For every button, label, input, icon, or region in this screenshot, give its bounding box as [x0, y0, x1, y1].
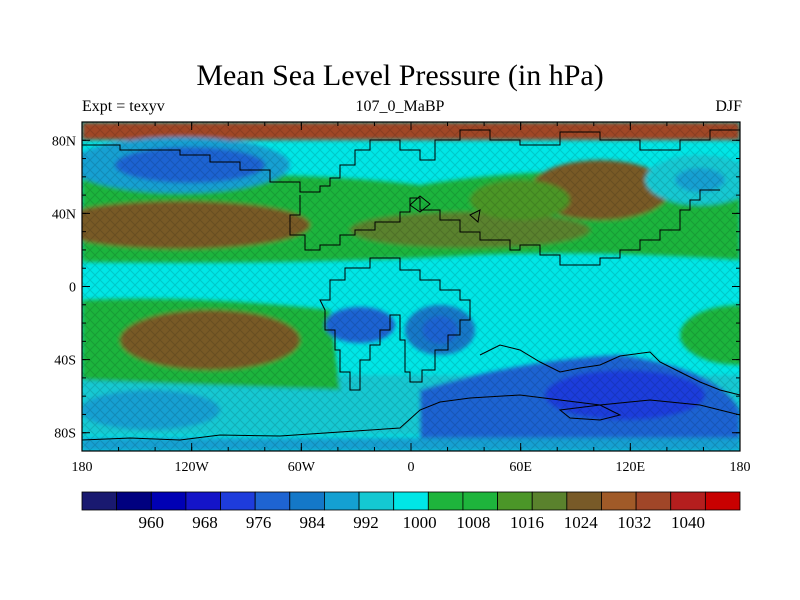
colorbar-swatch	[393, 491, 429, 511]
colorbar-swatch	[358, 491, 395, 511]
axis-tick-labels: 180 120W 60W 0 60E 120E 180 80N 40N 0 40S 80S	[52, 134, 751, 475]
colorbar-label: 1032	[617, 513, 651, 532]
season-label: DJF	[715, 98, 742, 115]
experiment-label: Expt = texyv	[82, 98, 165, 115]
lon-tick-label: 120W	[175, 460, 210, 475]
lat-tick-label: 80S	[54, 427, 76, 442]
lon-tick-label: 180	[730, 460, 751, 475]
map-field	[82, 122, 740, 451]
colorbar-swatch	[670, 491, 706, 511]
colorbar-swatch	[81, 491, 118, 511]
colorbar-label: 1040	[671, 513, 705, 532]
lon-tick-label: 0	[408, 460, 415, 475]
lon-tick-label: 120E	[616, 460, 646, 475]
colorbar-swatch	[462, 491, 498, 511]
lat-tick-label: 40N	[52, 207, 76, 222]
colorbar-swatch	[220, 491, 256, 511]
colorbar-swatch	[289, 491, 325, 511]
colorbar: 960 968 976 984 992 1000 1008 1016 1024 1032 1040	[81, 491, 741, 532]
colorbar-label: 1000	[403, 513, 437, 532]
colorbar-swatch	[254, 491, 291, 511]
colorbar-swatch	[635, 491, 672, 511]
colorbar-swatch	[601, 491, 637, 511]
colorbar-label: 1016	[510, 513, 544, 532]
colorbar-swatch	[324, 491, 360, 511]
colorbar-label: 1008	[456, 513, 490, 532]
colorbar-swatch	[185, 491, 221, 511]
colorbar-label: 960	[139, 513, 165, 532]
axis-ticks	[81, 121, 741, 452]
colorbar-swatch	[497, 491, 533, 511]
lat-tick-label: 0	[69, 281, 76, 296]
chart-title: Mean Sea Level Pressure (in hPa)	[196, 59, 604, 92]
lon-tick-label: 180	[72, 460, 93, 475]
colorbar-swatch	[704, 491, 741, 511]
colorbar-swatch	[150, 491, 187, 511]
lat-tick-label: 40S	[54, 354, 76, 369]
lon-tick-label: 60E	[509, 460, 532, 475]
colorbar-swatch	[566, 491, 602, 511]
colorbar-label: 992	[353, 513, 379, 532]
colorbar-swatch	[427, 491, 464, 511]
colorbar-label: 1024	[564, 513, 599, 532]
colorbar-label: 984	[300, 513, 326, 532]
colorbar-swatch	[531, 491, 568, 511]
colorbar-swatch	[116, 491, 152, 511]
period-label: 107_0_MaBP	[355, 98, 445, 115]
lat-tick-label: 80N	[52, 134, 76, 149]
colorbar-label: 968	[192, 513, 218, 532]
coastlines	[82, 129, 740, 441]
colorbar-label: 976	[246, 513, 272, 532]
lon-tick-label: 60W	[288, 460, 316, 475]
